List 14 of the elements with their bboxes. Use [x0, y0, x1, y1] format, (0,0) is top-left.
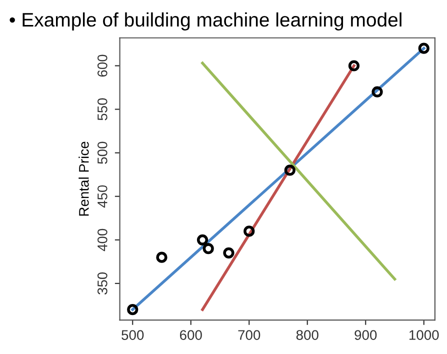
y-tick-label: 500 — [97, 142, 108, 164]
y-tick-label: 550 — [97, 98, 108, 120]
y-tick-label: 350 — [97, 272, 108, 294]
y-axis-title: Rental Price — [78, 142, 89, 216]
x-tick-label: 600 — [180, 330, 202, 340]
y-tick-label: 400 — [97, 228, 108, 252]
chart-title: • Example of building machine learning model — [10, 12, 402, 31]
x-tick-label: 700 — [238, 330, 260, 340]
y-tick-label: 450 — [97, 185, 108, 208]
x-tick-label: 1000 — [409, 330, 439, 340]
y-tick-label: 600 — [97, 54, 108, 77]
x-tick-label: 900 — [354, 330, 377, 340]
x-tick-label: 500 — [122, 330, 144, 340]
x-tick-label: 800 — [296, 330, 318, 340]
